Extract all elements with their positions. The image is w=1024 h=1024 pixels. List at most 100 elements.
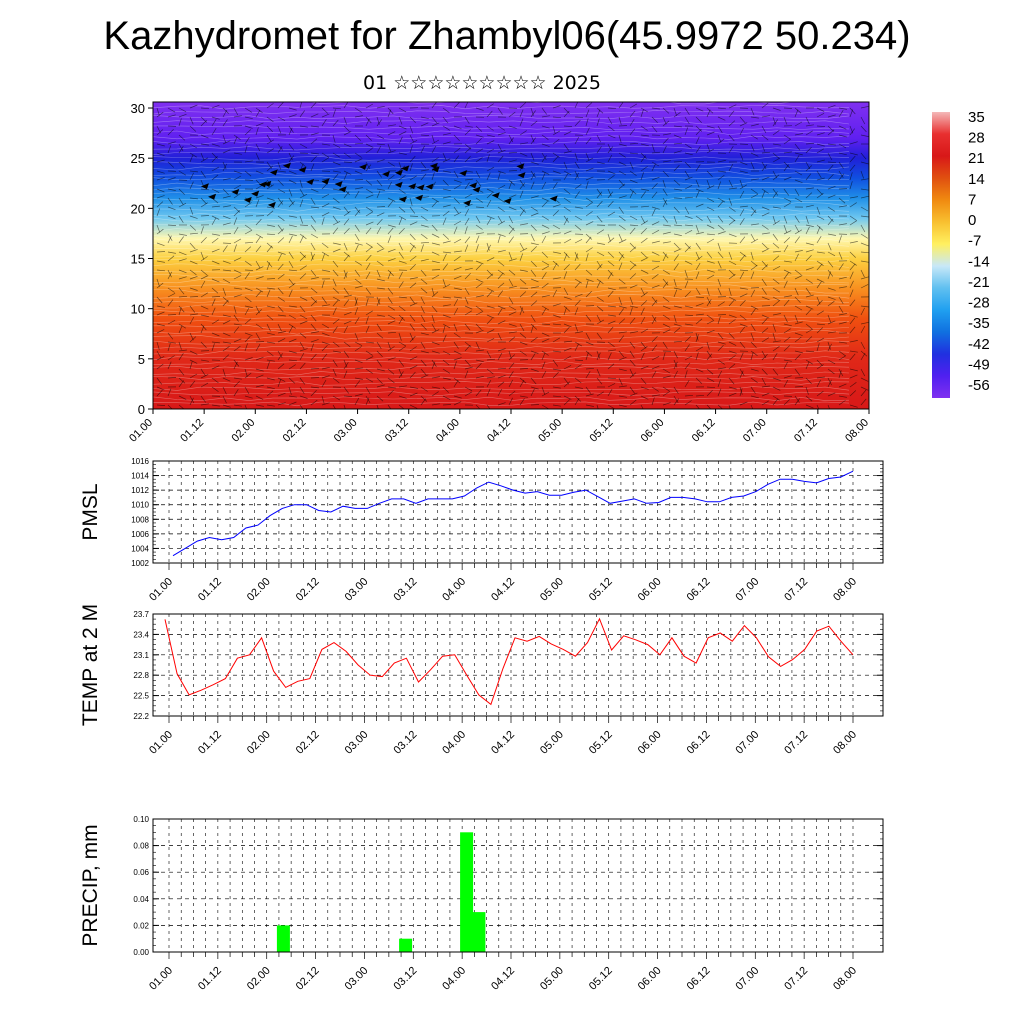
wind-barb	[618, 395, 627, 398]
colorbar-label: 21	[968, 150, 985, 167]
wind-barb	[541, 215, 549, 221]
wind-barb	[651, 344, 658, 352]
wind-barb	[211, 365, 220, 370]
xtick-label: 01.12	[196, 965, 224, 993]
wind-barb	[530, 404, 540, 406]
wind-barb	[233, 377, 242, 380]
wind-barb	[431, 260, 440, 264]
wind-barb	[431, 134, 435, 143]
contour-line	[153, 263, 850, 268]
wind-barb	[266, 103, 274, 109]
wind-barb	[772, 278, 780, 285]
wind-barb	[607, 251, 615, 258]
wind-barb	[761, 176, 770, 181]
wind-barb	[574, 263, 581, 271]
wind-barb	[310, 156, 317, 163]
wind-barb	[673, 305, 682, 309]
wind-barb	[794, 350, 803, 354]
wind-barb	[211, 152, 218, 160]
wind-barb	[354, 341, 363, 347]
wind-barb	[255, 266, 264, 271]
wind-barb	[156, 188, 165, 193]
wind-barb	[387, 143, 392, 152]
wind-barb	[398, 242, 403, 251]
wind-barb	[596, 352, 601, 361]
wind-barb	[464, 310, 472, 316]
wind-barb	[651, 191, 658, 199]
wind-barb	[442, 195, 451, 199]
wind-barb	[640, 251, 648, 258]
wind-barb	[618, 278, 626, 285]
wind-barb	[310, 251, 314, 260]
wind-barb	[266, 404, 275, 407]
wind-barb	[332, 287, 340, 294]
wind-flag	[491, 192, 500, 199]
wind-barb	[607, 170, 616, 175]
wind-barb	[530, 386, 539, 390]
wind-barb	[354, 233, 360, 241]
wind-barb	[497, 197, 505, 203]
wind-barb	[299, 305, 306, 313]
wind-barb	[178, 276, 187, 280]
wind-barb	[783, 164, 789, 172]
wind-barb	[211, 341, 220, 344]
wind-barb	[288, 386, 292, 395]
wind-barb	[706, 287, 710, 296]
wind-barb	[816, 215, 825, 220]
wind-barb	[310, 102, 317, 109]
wind-barb	[552, 155, 559, 163]
wind-barb	[794, 332, 803, 336]
wind-barb	[343, 325, 349, 334]
wind-barb	[706, 143, 711, 152]
wind-barb	[574, 343, 579, 352]
wind-barb	[794, 314, 799, 323]
wind-barb	[695, 346, 704, 352]
wind-barb	[310, 152, 319, 155]
wind-barb	[629, 128, 636, 136]
wind-barb	[651, 208, 656, 217]
wind-barb	[244, 335, 251, 343]
wind-barb	[783, 224, 788, 233]
wind-barb	[222, 299, 229, 307]
wind-barb	[772, 300, 780, 307]
wind-barb	[475, 375, 484, 379]
heatmap-xtick-label: 05.00	[536, 417, 564, 445]
wind-barb	[211, 188, 220, 193]
wind-barb	[354, 298, 358, 307]
wind-barb	[618, 102, 624, 109]
wind-barb	[233, 314, 239, 322]
wind-barb	[442, 158, 451, 163]
wind-barb	[860, 307, 865, 316]
contour-line	[153, 242, 850, 248]
wind-barb	[189, 316, 195, 325]
wind-barb	[530, 314, 536, 322]
wind-barb	[497, 402, 506, 406]
wind-barb	[706, 233, 716, 236]
wind-barb	[398, 125, 407, 130]
wind-barb	[552, 337, 560, 343]
wind-barb	[409, 392, 418, 397]
wind-barb	[277, 161, 282, 170]
wind-barb	[156, 224, 161, 233]
wind-barb	[772, 130, 780, 136]
wind-barb	[486, 134, 495, 138]
wind-barb	[772, 287, 780, 293]
wind-barb	[673, 125, 682, 128]
wind-barb	[761, 314, 770, 319]
wind-barb	[376, 145, 382, 154]
wind-barb	[849, 172, 853, 181]
wind-barb	[497, 233, 506, 237]
wind-barb	[244, 318, 252, 325]
wind-barb	[321, 143, 330, 146]
wind-barb	[805, 361, 810, 370]
wind-barb	[453, 220, 462, 226]
wind-barb	[827, 218, 834, 226]
wind-barb	[574, 331, 583, 334]
wind-barb	[673, 254, 679, 262]
wind-barb	[244, 160, 253, 163]
wind-barb	[222, 205, 231, 208]
wind-barb	[640, 269, 649, 274]
wind-barb	[816, 188, 823, 195]
wind-barb	[629, 392, 638, 397]
wind-barb	[387, 224, 396, 228]
